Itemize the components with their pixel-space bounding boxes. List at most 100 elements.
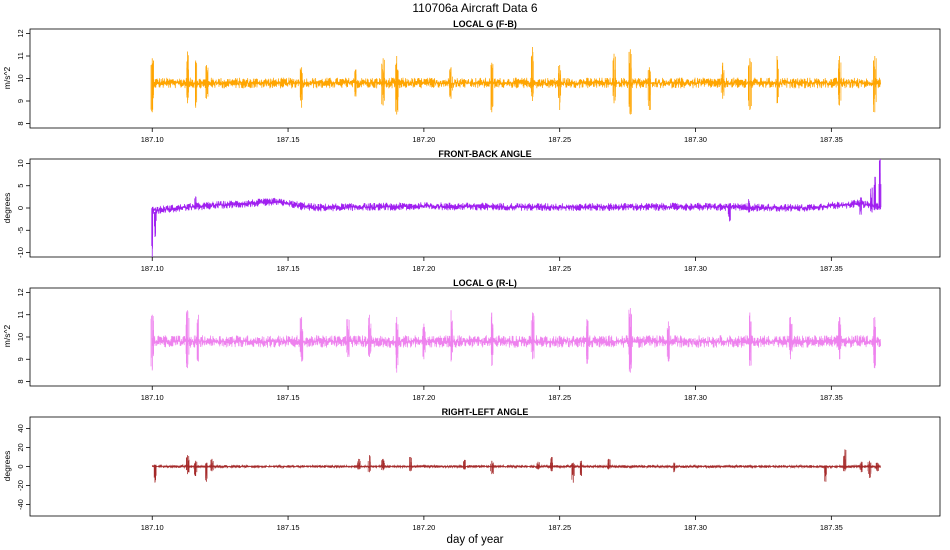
spike-cluster xyxy=(749,312,752,366)
x-tick-label: 187.20 xyxy=(412,135,435,144)
spike-cluster xyxy=(727,203,731,222)
spike-cluster xyxy=(720,62,725,99)
y-tick-label: 12 xyxy=(16,288,25,296)
spike-cluster xyxy=(463,459,466,470)
series-line xyxy=(151,77,881,89)
x-tick-label: 187.10 xyxy=(141,264,164,273)
spike-cluster xyxy=(395,316,399,373)
spike-cluster xyxy=(843,449,847,472)
spike-cluster xyxy=(838,56,842,106)
spike-cluster xyxy=(354,69,357,97)
spike-cluster xyxy=(449,67,453,99)
spike-cluster xyxy=(450,310,453,362)
spike-cluster xyxy=(150,314,154,371)
y-tick-label: 11 xyxy=(16,311,25,319)
y-tick-label: 9 xyxy=(16,99,25,103)
spike-cluster xyxy=(748,58,752,110)
panel-front-back-angle: FRONT-BACK ANGLE degrees 187.10 187.15 187… xyxy=(2,149,941,273)
plot-area: 187.10 187.15 187.20 187.25 187.30 187.35 -10 -… xyxy=(16,158,941,273)
spike-cluster xyxy=(859,197,862,215)
y-tick-label: -40 xyxy=(16,499,25,510)
panel-title: FRONT-BACK ANGLE xyxy=(438,149,531,159)
x-tick-label: 187.10 xyxy=(141,393,164,402)
spike-cluster xyxy=(381,458,385,471)
spike-cluster xyxy=(367,455,371,473)
spike-cluster xyxy=(647,67,651,110)
y-tick-label: -20 xyxy=(16,480,25,491)
spike-cluster xyxy=(628,308,632,373)
x-tick-label: 187.15 xyxy=(277,523,300,532)
x-tick-label: 187.35 xyxy=(820,523,843,532)
spike-cluster xyxy=(153,464,157,483)
spike-cluster xyxy=(185,310,190,369)
x-tick-label: 187.20 xyxy=(412,264,435,273)
plot-area: 187.10 187.15 187.20 187.25 187.30 187.35 8 9 10… xyxy=(16,28,941,144)
spike-cluster xyxy=(776,56,779,104)
spike-cluster xyxy=(205,65,209,99)
spike-cluster xyxy=(150,58,154,113)
x-axis-label: day of year xyxy=(447,534,504,546)
x-tick-label: 187.15 xyxy=(277,135,300,144)
panel-local-g-rl: LOCAL G (R-L) m/s^2 187.10 187.15 187.20 18… xyxy=(2,278,941,402)
panel-local-g-fb: LOCAL G (F-B) m/s^2 187.10 187.15 187.20 18… xyxy=(2,19,941,144)
spike-cluster xyxy=(186,51,189,104)
x-tick-label: 187.35 xyxy=(820,393,843,402)
spike-cluster xyxy=(867,460,872,478)
x-tick-label: 187.25 xyxy=(548,393,571,402)
y-tick-label: 0 xyxy=(16,206,25,210)
y-axis-label: degrees xyxy=(2,451,12,482)
spike-cluster xyxy=(875,462,879,472)
series-line xyxy=(151,463,881,470)
series-line xyxy=(151,335,881,348)
spike-cluster xyxy=(878,159,882,208)
y-tick-label: 5 xyxy=(16,184,25,188)
spike-cluster xyxy=(530,47,534,101)
spike-cluster xyxy=(422,323,426,360)
x-tick-label: 187.15 xyxy=(277,393,300,402)
y-axis-label: degrees xyxy=(2,193,12,224)
x-tick-label: 187.30 xyxy=(684,393,707,402)
spike-cluster xyxy=(558,65,562,110)
spike-cluster xyxy=(151,208,154,257)
y-tick-label: 10 xyxy=(16,333,25,341)
spike-cluster xyxy=(746,199,751,213)
spike-cluster xyxy=(607,458,611,470)
panel-right-left-angle: RIGHT-LEFT ANGLE degrees 187.10 187.15 187… xyxy=(2,407,941,532)
spike-cluster xyxy=(196,314,199,362)
spike-cluster xyxy=(186,455,190,475)
x-tick-label: 187.35 xyxy=(820,135,843,144)
x-tick-label: 187.25 xyxy=(548,264,571,273)
spike-cluster xyxy=(489,460,494,475)
y-tick-label: 12 xyxy=(16,29,25,37)
x-tick-label: 187.10 xyxy=(141,523,164,532)
x-tick-label: 187.25 xyxy=(548,523,571,532)
y-tick-label: 10 xyxy=(16,159,25,167)
spike-cluster xyxy=(395,56,399,115)
spike-cluster xyxy=(299,316,304,362)
spike-cluster xyxy=(381,58,385,106)
spike-cluster xyxy=(571,462,575,483)
x-tick-label: 187.30 xyxy=(684,264,707,273)
spike-cluster xyxy=(666,321,670,362)
y-tick-label: -5 xyxy=(16,227,25,234)
spike-cluster xyxy=(859,461,863,473)
spike-cluster xyxy=(409,456,412,472)
spike-cluster xyxy=(195,60,198,108)
spike-cluster xyxy=(838,316,842,360)
spike-cluster xyxy=(194,196,197,210)
spike-cluster xyxy=(368,314,372,358)
spike-cluster xyxy=(673,462,676,473)
plot-area: 187.10 187.15 187.20 187.25 187.30 187.35 -40 -… xyxy=(16,416,941,532)
x-tick-label: 187.30 xyxy=(684,135,707,144)
spike-cluster xyxy=(536,461,540,470)
y-tick-label: 9 xyxy=(16,357,25,361)
spike-cluster xyxy=(873,176,876,211)
spike-cluster xyxy=(490,62,494,113)
x-tick-label: 187.35 xyxy=(820,264,843,273)
x-tick-label: 187.20 xyxy=(412,523,435,532)
spike-cluster xyxy=(824,465,827,482)
spike-cluster xyxy=(210,458,214,472)
spike-cluster xyxy=(586,319,589,364)
y-tick-label: 0 xyxy=(16,464,25,468)
